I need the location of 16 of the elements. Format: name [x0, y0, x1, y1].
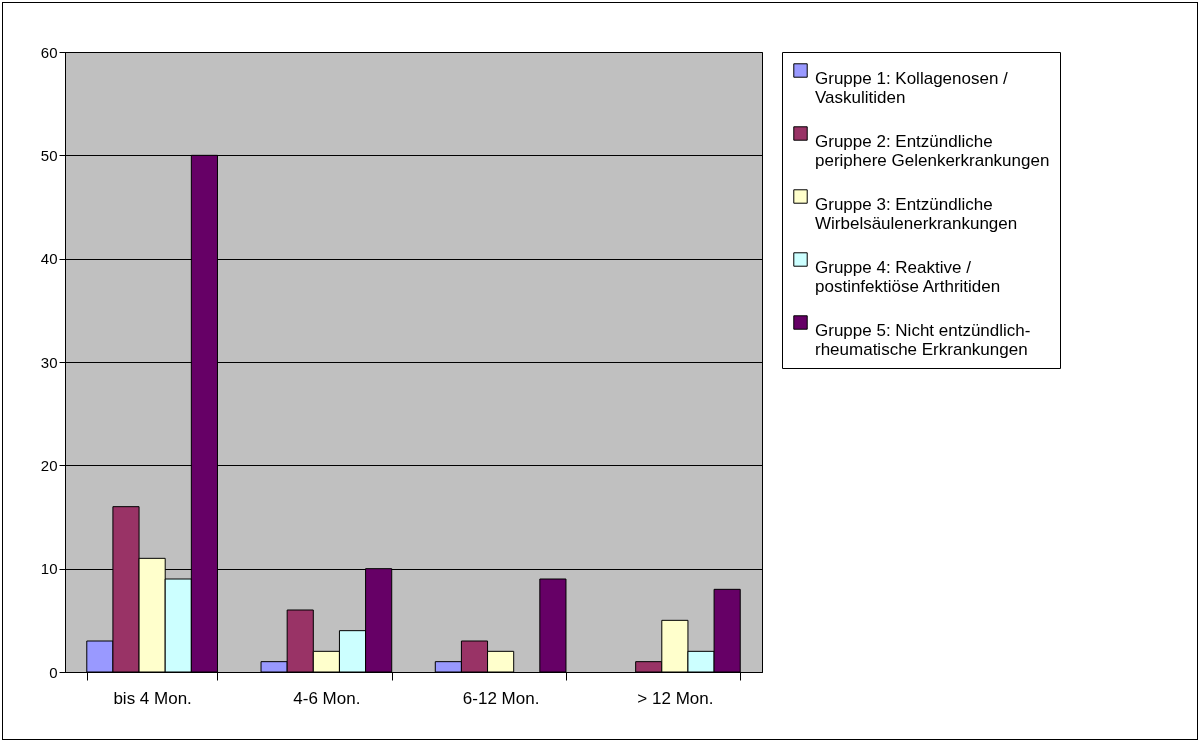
- y-tick-label: 60: [40, 43, 58, 61]
- legend-label: Gruppe 4: Reaktive / postinfektiöse Arthritiden: [815, 257, 1001, 296]
- x-tick-label: 4-6 Mon.: [293, 688, 361, 708]
- y-tick-label: 10: [40, 560, 58, 578]
- legend-label: Gruppe 3: Entzündliche Wirbelsäulenerkrankungen: [815, 194, 1018, 233]
- legend-label: Gruppe 5: Nicht entzündlich-rheumatische Erkrankungen: [815, 320, 1031, 359]
- x-tick-label: 6-12 Mon.: [462, 688, 540, 708]
- x-tick-label: bis 4 Mon.: [113, 688, 192, 708]
- legend-label: Gruppe 1: Kollagenosen / Vaskulitiden: [815, 68, 1009, 107]
- x-tick-label: > 12 Mon.: [637, 688, 714, 708]
- y-tick-label: 40: [40, 250, 58, 268]
- y-tick-label: 50: [40, 146, 58, 164]
- y-tick-label: 30: [40, 353, 58, 371]
- legend-label: Gruppe 2: Entzündliche periphere Gelenkerkrankungen: [815, 131, 1050, 170]
- y-tick-label: 0: [49, 663, 58, 681]
- y-tick-label: 20: [40, 456, 58, 474]
